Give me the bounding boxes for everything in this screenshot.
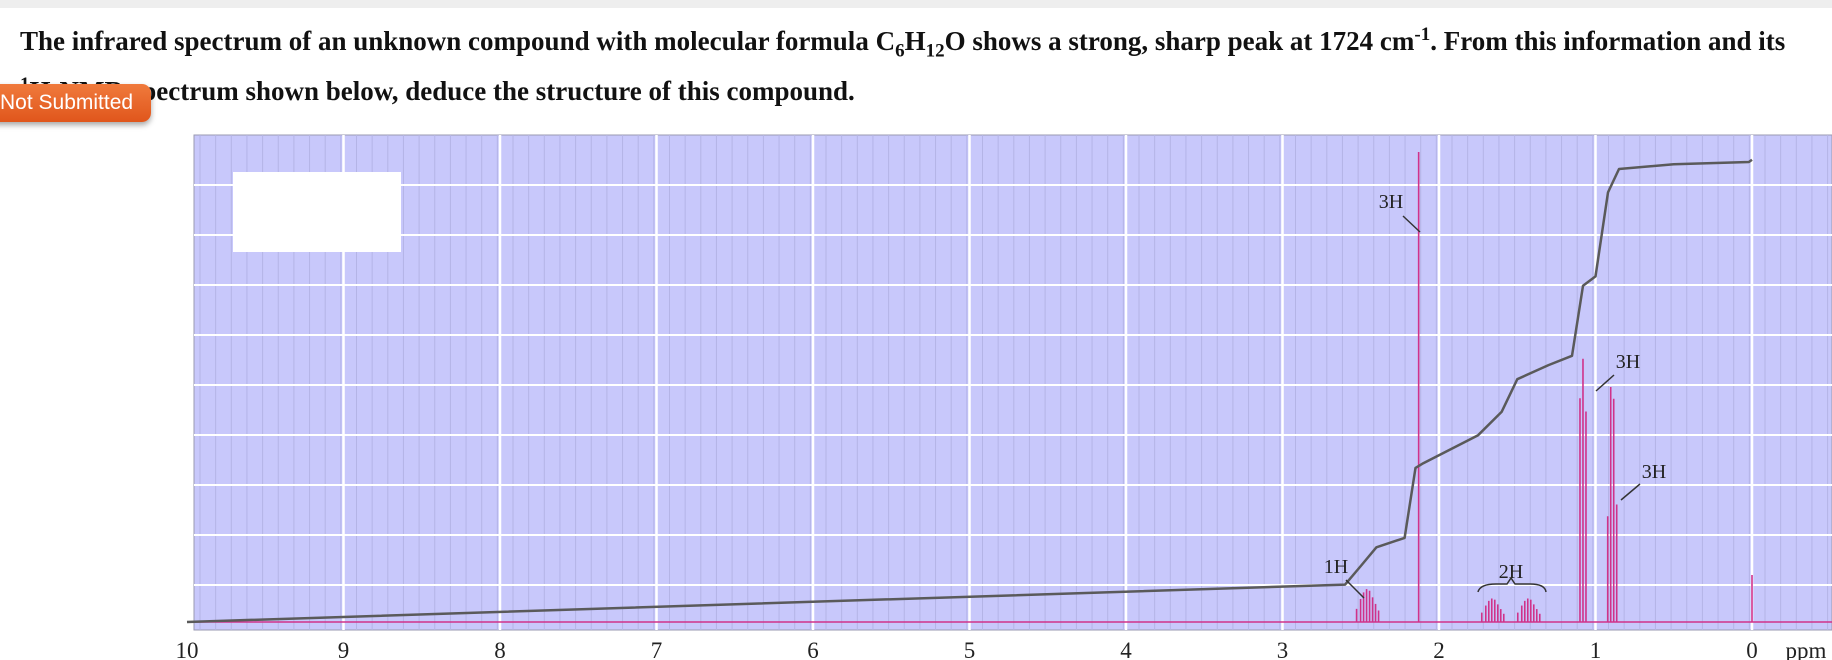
peak-integration-label: 3H (1616, 351, 1640, 373)
question-part3: . From this information and its (1430, 26, 1786, 56)
annotations: 3H 1H 2H 3H 3H (1324, 191, 1666, 599)
x-tick-label: 3 (1277, 638, 1289, 660)
x-axis: 10 9 8 7 6 5 4 3 2 1 0 ppm (176, 638, 1827, 660)
top-bar (0, 0, 1832, 8)
x-tick-label: 8 (494, 638, 506, 660)
hydrogen-subscript: 12 (925, 40, 945, 62)
annotation-leader-line (1402, 215, 1421, 233)
x-tick-label: 10 (176, 638, 199, 660)
blank-label-box (233, 172, 401, 252)
integral-curve (186, 158, 1753, 624)
grid-lines (194, 135, 1832, 630)
x-tick-label: 7 (651, 638, 663, 660)
annotation-brace (1477, 576, 1547, 593)
peak-integration-label: 2H (1499, 561, 1523, 583)
question-part4: H-NMR spectrum shown below, deduce the s… (29, 76, 855, 106)
x-tick-label: 4 (1120, 638, 1132, 660)
x-tick-label: 2 (1433, 638, 1445, 660)
carbon-subscript: 6 (895, 40, 905, 62)
peak-integration-label: 3H (1379, 191, 1403, 213)
annotation-leader-line (1620, 483, 1641, 501)
peak-integration-label: 3H (1642, 461, 1666, 483)
question-part2: O shows a strong, sharp peak at 1724 cm (944, 26, 1415, 56)
question-part1: The infrared spectrum of an unknown comp… (20, 26, 896, 56)
x-tick-label: 6 (807, 638, 819, 660)
x-tick-label: 5 (964, 638, 976, 660)
annotation-leader-line (1345, 579, 1365, 599)
x-tick-label: 1 (1590, 638, 1602, 660)
x-tick-label: 0 (1746, 638, 1758, 660)
x-tick-label: 9 (338, 638, 350, 660)
submission-status-badge[interactable]: Not Submitted (0, 84, 152, 122)
question-text: The infrared spectrum of an unknown comp… (20, 16, 1810, 116)
peak-integration-label: 1H (1324, 556, 1348, 578)
annotation-leader-line (1595, 374, 1615, 392)
x-axis-label: ppm (1786, 638, 1827, 660)
wavenumber-superscript: -1 (1414, 24, 1431, 45)
plot-area (193, 134, 1832, 631)
hydrogen-symbol: H (904, 26, 926, 56)
spectrum-series (194, 152, 1832, 623)
